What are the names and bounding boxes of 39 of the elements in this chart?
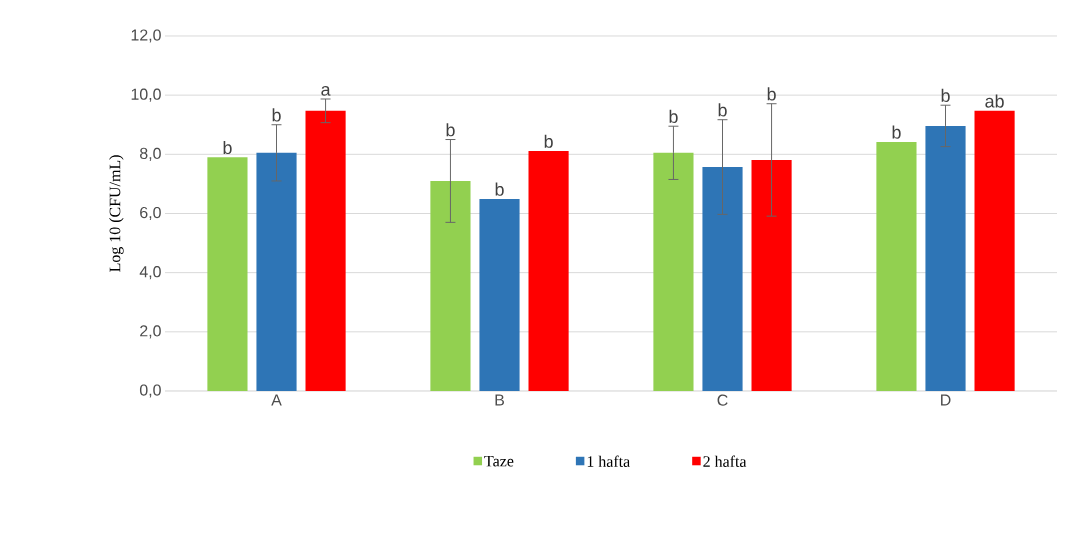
y-axis-title: Log 10 (CFU/mL) — [109, 155, 124, 272]
annotation: b — [446, 123, 455, 137]
x-tick-label: C — [717, 394, 728, 406]
y-tick-label: 0,0 — [139, 384, 161, 398]
bar — [751, 159, 792, 391]
bar — [256, 152, 297, 391]
x-tick-label: B — [495, 394, 504, 406]
annotation: a — [321, 85, 331, 96]
legend-label: 2 hafta — [703, 455, 747, 467]
bar — [702, 167, 743, 391]
annotation: b — [892, 125, 901, 139]
bar — [528, 151, 569, 391]
bar — [430, 180, 471, 391]
y-tick-label: 8,0 — [140, 147, 161, 161]
annotation: b — [223, 140, 232, 155]
legend-label: 1 hafta — [587, 455, 630, 467]
y-tick-label: 10,0 — [131, 88, 161, 102]
annotation: b — [669, 109, 678, 124]
bar — [925, 125, 966, 391]
bar — [207, 157, 248, 391]
x-tick-label: A — [271, 394, 282, 406]
annotation: b — [941, 88, 950, 103]
bar — [876, 141, 917, 391]
legend-label: Taze — [484, 455, 514, 467]
annotation: ab — [985, 94, 1004, 108]
bar — [974, 110, 1015, 391]
x-tick-label: D — [941, 394, 951, 406]
y-tick-label: 12,0 — [131, 29, 161, 43]
annotation: b — [495, 182, 504, 196]
y-tick-label: 6,0 — [140, 206, 161, 221]
annotation: b — [718, 103, 727, 117]
bar — [479, 198, 520, 391]
annotation: b — [544, 134, 553, 148]
annotation: b — [767, 87, 776, 101]
bar — [653, 152, 694, 391]
y-tick-label: 2,0 — [140, 325, 161, 339]
annotation: b — [272, 108, 281, 122]
bar — [305, 110, 346, 391]
y-tick-label: 4,0 — [139, 266, 161, 280]
